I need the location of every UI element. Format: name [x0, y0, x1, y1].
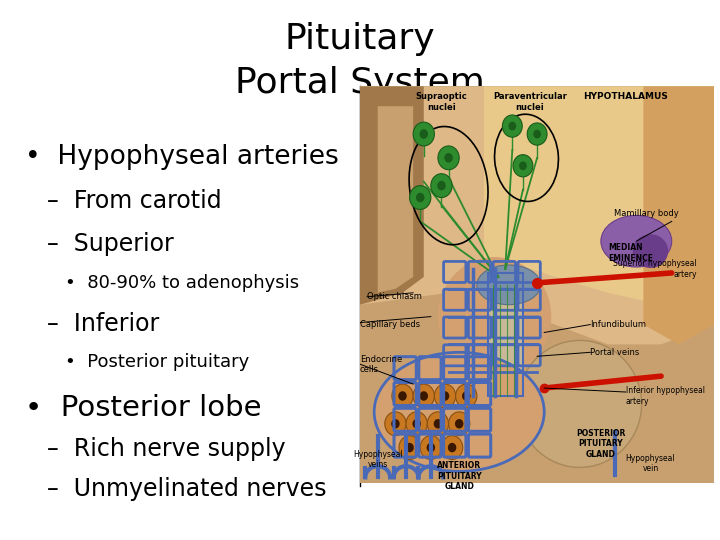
Text: Infundibulum: Infundibulum [590, 320, 647, 329]
Circle shape [441, 436, 463, 460]
Circle shape [413, 122, 434, 146]
Circle shape [392, 384, 413, 408]
Text: –  Superior: – Superior [47, 232, 174, 256]
Ellipse shape [601, 215, 672, 267]
Circle shape [420, 436, 441, 460]
Circle shape [413, 384, 434, 408]
Circle shape [427, 412, 449, 436]
Circle shape [527, 123, 547, 145]
Text: Superior hypophyseal
artery: Superior hypophyseal artery [613, 259, 696, 279]
Text: Portal veins: Portal veins [590, 348, 639, 357]
Circle shape [426, 443, 435, 453]
Circle shape [420, 391, 428, 401]
Text: Inferior hypophyseal
artery: Inferior hypophyseal artery [626, 386, 705, 406]
Polygon shape [644, 86, 714, 345]
Circle shape [441, 391, 449, 401]
Text: Portal System: Portal System [235, 66, 485, 100]
Text: –  Unmyelinated nerves: – Unmyelinated nerves [47, 477, 326, 501]
Text: –  Inferior: – Inferior [47, 312, 159, 336]
Circle shape [420, 129, 428, 139]
Circle shape [413, 419, 421, 429]
Text: Hypophyseal
veins: Hypophyseal veins [353, 450, 402, 469]
Circle shape [410, 186, 431, 210]
Polygon shape [484, 86, 714, 305]
Circle shape [433, 419, 442, 429]
Text: •  Hypophyseal arteries: • Hypophyseal arteries [25, 144, 339, 170]
Circle shape [399, 436, 420, 460]
Circle shape [391, 419, 400, 429]
Ellipse shape [633, 234, 668, 268]
Text: Optic chiasm: Optic chiasm [367, 292, 422, 301]
Circle shape [405, 443, 414, 453]
Ellipse shape [477, 265, 541, 305]
Text: Endocrine
cells: Endocrine cells [360, 355, 402, 374]
Text: Capillary beds: Capillary beds [360, 320, 420, 329]
Text: •  80-90% to adenophysis: • 80-90% to adenophysis [65, 274, 299, 293]
Text: Hypophyseal
vein: Hypophyseal vein [626, 454, 675, 473]
Text: POSTERIOR
PITUITARY
GLAND: POSTERIOR PITUITARY GLAND [576, 429, 626, 458]
Circle shape [444, 153, 453, 163]
Circle shape [434, 384, 456, 408]
Circle shape [398, 391, 407, 401]
Ellipse shape [518, 340, 642, 468]
Text: Paraventricular
nuclei: Paraventricular nuclei [493, 92, 567, 112]
Text: –  Rich nerve supply: – Rich nerve supply [47, 437, 285, 461]
Text: Supraoptic
nuclei: Supraoptic nuclei [415, 92, 467, 112]
Ellipse shape [374, 352, 544, 471]
Polygon shape [360, 86, 714, 483]
Circle shape [449, 412, 470, 436]
Circle shape [503, 115, 522, 137]
Circle shape [416, 193, 425, 202]
Circle shape [448, 443, 456, 453]
Circle shape [455, 419, 464, 429]
Circle shape [406, 412, 427, 436]
Circle shape [437, 181, 446, 191]
Polygon shape [487, 273, 523, 396]
Text: •  Posterior lobe: • Posterior lobe [25, 394, 261, 422]
Polygon shape [360, 86, 714, 345]
Text: Pituitary: Pituitary [284, 22, 436, 56]
Text: •  Posterior pituitary: • Posterior pituitary [65, 353, 249, 371]
Text: HYPOTHALAMUS: HYPOTHALAMUS [583, 92, 668, 102]
Circle shape [508, 122, 516, 131]
Ellipse shape [438, 257, 552, 376]
Circle shape [462, 391, 471, 401]
Text: MEDIAN
EMINENCE: MEDIAN EMINENCE [608, 244, 653, 263]
Circle shape [431, 174, 452, 198]
Text: Mamillary body: Mamillary body [614, 209, 679, 218]
Circle shape [456, 384, 477, 408]
Circle shape [513, 154, 533, 177]
Text: ANTERIOR
PITUITARY
GLAND: ANTERIOR PITUITARY GLAND [437, 461, 482, 491]
Polygon shape [378, 106, 413, 293]
Polygon shape [360, 86, 424, 305]
Circle shape [519, 161, 527, 170]
Text: –  From carotid: – From carotid [47, 189, 222, 213]
Circle shape [534, 130, 541, 138]
Circle shape [384, 412, 406, 436]
Circle shape [438, 146, 459, 170]
